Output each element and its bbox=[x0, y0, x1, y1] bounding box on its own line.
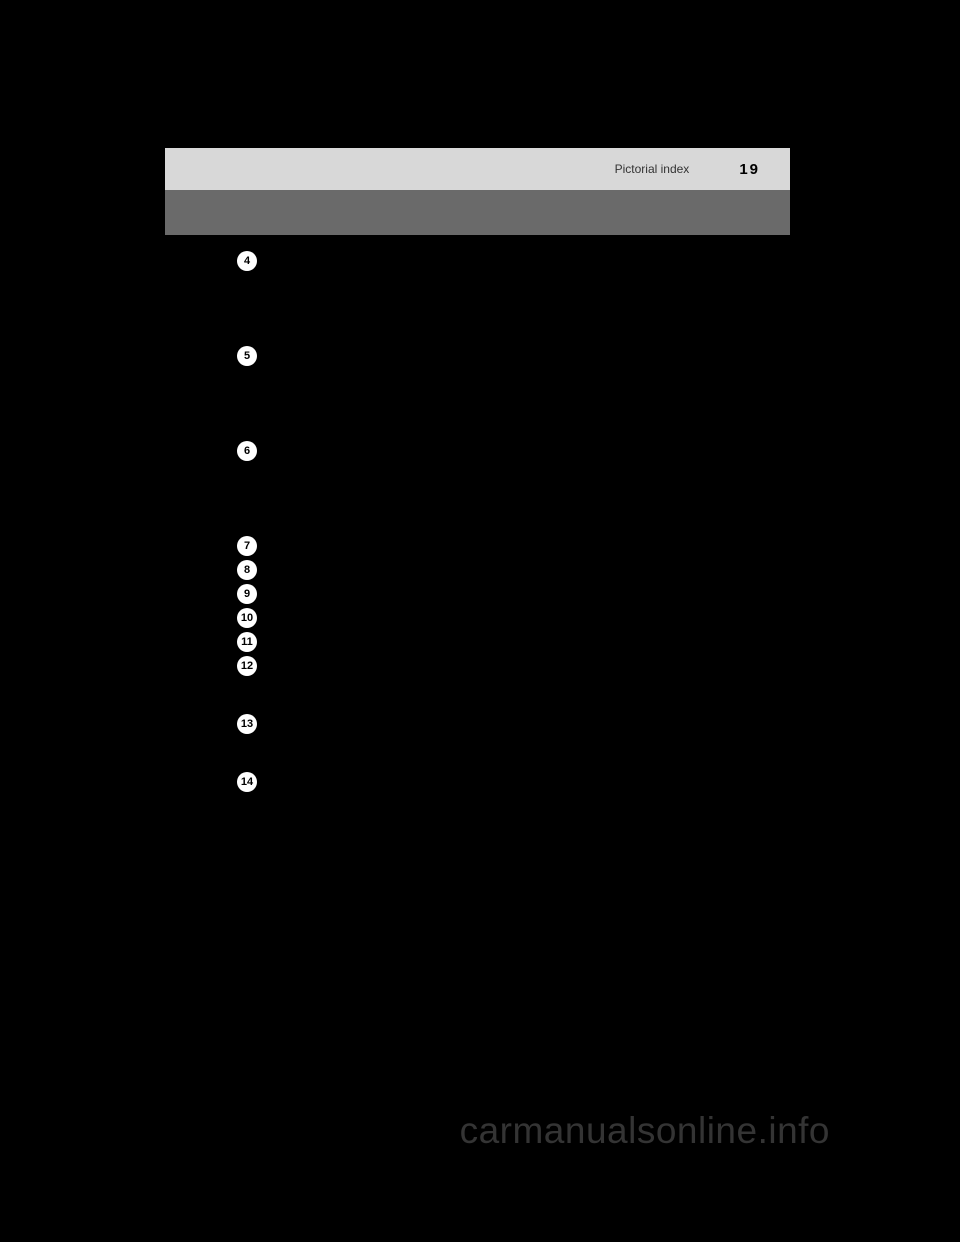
index-item: 7 bbox=[237, 536, 730, 556]
content-area: 4 5 6 7 8 9 10 11 12 bbox=[165, 235, 790, 792]
sub-line bbox=[237, 738, 730, 756]
index-item: 10 bbox=[237, 608, 730, 628]
item-number-icon: 9 bbox=[237, 584, 257, 604]
sub-line bbox=[237, 275, 730, 293]
item-number-icon: 8 bbox=[237, 560, 257, 580]
sub-line bbox=[237, 388, 730, 406]
item-number-icon: 7 bbox=[237, 536, 257, 556]
item-number-icon: 13 bbox=[237, 714, 257, 734]
sub-line bbox=[237, 680, 730, 698]
item-number-icon: 5 bbox=[237, 346, 257, 366]
page-header-dark bbox=[165, 190, 790, 235]
page-header-light: Pictorial index 19 bbox=[165, 148, 790, 190]
sub-line bbox=[237, 483, 730, 501]
index-item: 6 bbox=[237, 441, 730, 461]
item-number-icon: 11 bbox=[237, 632, 257, 652]
index-item: 9 bbox=[237, 584, 730, 604]
item-number-icon: 14 bbox=[237, 772, 257, 792]
index-item: 11 bbox=[237, 632, 730, 652]
index-item: 8 bbox=[237, 560, 730, 580]
index-item: 5 bbox=[237, 346, 730, 366]
item-number-icon: 12 bbox=[237, 656, 257, 676]
section-title: Pictorial index bbox=[615, 162, 690, 176]
watermark-text: carmanualsonline.info bbox=[460, 1110, 830, 1152]
sub-line bbox=[237, 465, 730, 483]
sub-line bbox=[237, 293, 730, 311]
index-item: 4 bbox=[237, 251, 730, 271]
manual-page: Pictorial index 19 4 5 6 7 8 9 10 bbox=[165, 148, 790, 796]
sub-line bbox=[237, 370, 730, 388]
item-number-icon: 4 bbox=[237, 251, 257, 271]
item-number-icon: 10 bbox=[237, 608, 257, 628]
index-item: 12 bbox=[237, 656, 730, 676]
index-item: 13 bbox=[237, 714, 730, 734]
index-item: 14 bbox=[237, 772, 730, 792]
item-number-icon: 6 bbox=[237, 441, 257, 461]
page-number: 19 bbox=[739, 161, 760, 178]
